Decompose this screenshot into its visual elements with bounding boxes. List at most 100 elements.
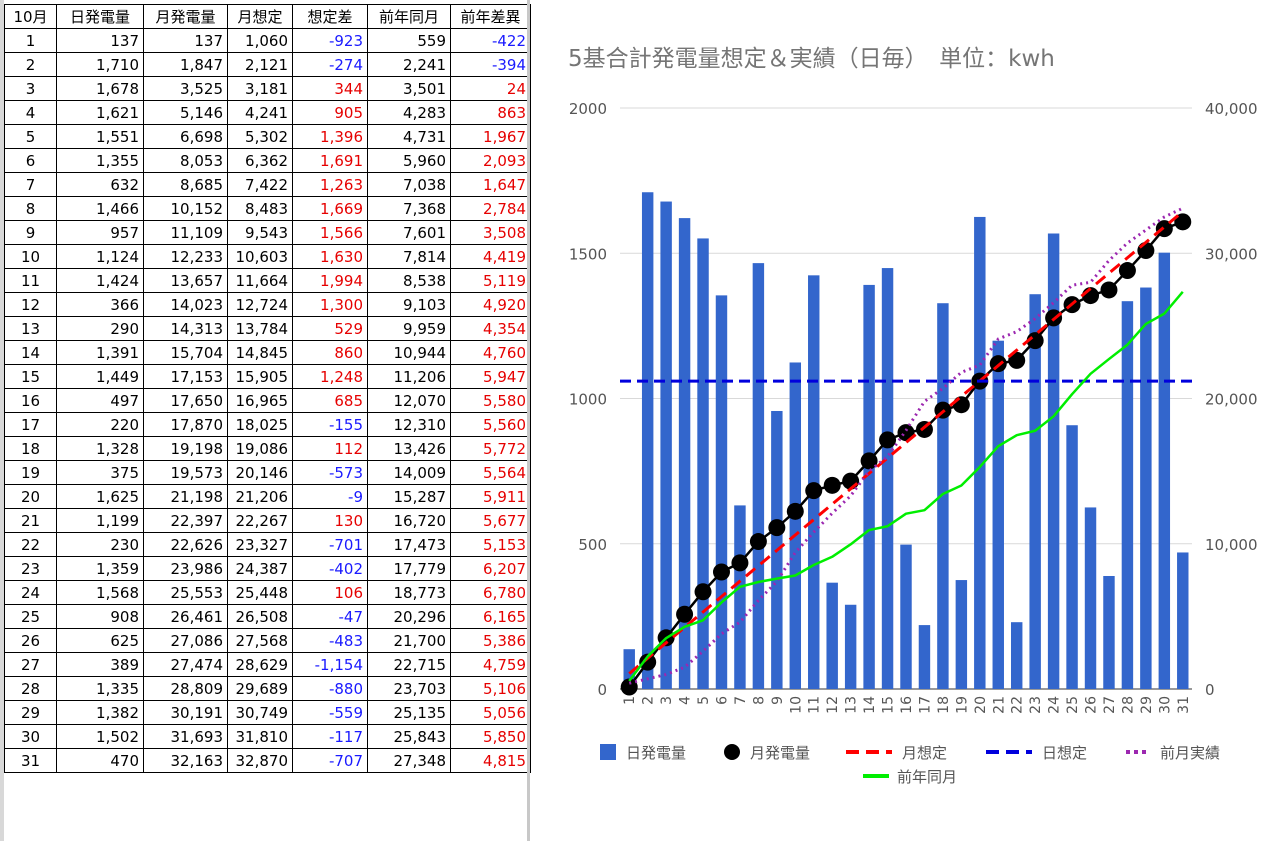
cell-last-year-diff[interactable]: 3,508 <box>450 220 531 245</box>
cell-forecast-diff[interactable]: 130 <box>292 508 368 533</box>
cell-monthly-output[interactable]: 8,053 <box>143 148 228 173</box>
bar-daily-output[interactable] <box>623 649 635 689</box>
cell-monthly-output[interactable]: 15,704 <box>143 340 228 365</box>
cell-last-year-diff[interactable]: 5,850 <box>450 724 531 749</box>
cell-daily-output[interactable]: 1,449 <box>56 364 144 389</box>
cell-monthly-output[interactable]: 5,146 <box>143 100 228 125</box>
cell-day[interactable]: 24 <box>4 580 57 605</box>
cell-last-year-diff[interactable]: 863 <box>450 100 531 125</box>
cell-day[interactable]: 7 <box>4 172 57 197</box>
cell-monthly-output[interactable]: 23,986 <box>143 556 228 581</box>
cell-day[interactable]: 21 <box>4 508 57 533</box>
cell-monthly-output[interactable]: 17,650 <box>143 388 228 413</box>
cell-monthly-output[interactable]: 22,626 <box>143 532 228 557</box>
cell-forecast-diff[interactable]: 1,994 <box>292 268 368 293</box>
cell-last-year-diff[interactable]: 5,153 <box>450 532 531 557</box>
cell-last-year[interactable]: 7,038 <box>367 172 451 197</box>
cell-monthly-forecast[interactable]: 25,448 <box>227 580 293 605</box>
cell-day[interactable]: 10 <box>4 244 57 269</box>
cell-day[interactable]: 19 <box>4 460 57 485</box>
cell-last-year-diff[interactable]: 5,772 <box>450 436 531 461</box>
cell-last-year[interactable]: 4,731 <box>367 124 451 149</box>
marker-monthly-output[interactable] <box>1008 351 1026 369</box>
cell-last-year[interactable]: 4,283 <box>367 100 451 125</box>
cell-monthly-forecast[interactable]: 12,724 <box>227 292 293 317</box>
cell-last-year-diff[interactable]: 5,677 <box>450 508 531 533</box>
cell-forecast-diff[interactable]: 1,566 <box>292 220 368 245</box>
cell-monthly-output[interactable]: 22,397 <box>143 508 228 533</box>
cell-last-year[interactable]: 25,135 <box>367 700 451 725</box>
cell-daily-output[interactable]: 1,359 <box>56 556 144 581</box>
cell-monthly-output[interactable]: 25,553 <box>143 580 228 605</box>
bar-daily-output[interactable] <box>1177 552 1189 689</box>
cell-day[interactable]: 6 <box>4 148 57 173</box>
cell-forecast-diff[interactable]: 685 <box>292 388 368 413</box>
cell-last-year-diff[interactable]: 6,780 <box>450 580 531 605</box>
cell-daily-output[interactable]: 1,502 <box>56 724 144 749</box>
cell-forecast-diff[interactable]: -573 <box>292 460 368 485</box>
cell-forecast-diff[interactable]: -707 <box>292 748 368 773</box>
cell-forecast-diff[interactable]: 1,630 <box>292 244 368 269</box>
cell-monthly-forecast[interactable]: 8,483 <box>227 196 293 221</box>
legend-item[interactable]: 日発電量 <box>600 744 686 762</box>
cell-last-year[interactable]: 27,348 <box>367 748 451 773</box>
cell-monthly-output[interactable]: 28,809 <box>143 676 228 701</box>
cell-daily-output[interactable]: 1,355 <box>56 148 144 173</box>
cell-daily-output[interactable]: 375 <box>56 460 144 485</box>
cell-daily-output[interactable]: 1,568 <box>56 580 144 605</box>
cell-day[interactable]: 22 <box>4 532 57 557</box>
cell-monthly-forecast[interactable]: 27,568 <box>227 628 293 653</box>
cell-last-year[interactable]: 16,720 <box>367 508 451 533</box>
bar-daily-output[interactable] <box>1140 287 1152 689</box>
cell-forecast-diff[interactable]: -559 <box>292 700 368 725</box>
cell-daily-output[interactable]: 1,621 <box>56 100 144 125</box>
cell-monthly-forecast[interactable]: 18,025 <box>227 412 293 437</box>
line-monthly-forecast[interactable] <box>628 210 1184 675</box>
cell-monthly-output[interactable]: 14,023 <box>143 292 228 317</box>
cell-daily-output[interactable]: 497 <box>56 388 144 413</box>
header-cell-last-year-diff[interactable]: 前年差異 <box>450 4 531 29</box>
cell-last-year[interactable]: 12,070 <box>367 388 451 413</box>
cell-last-year-diff[interactable]: 5,560 <box>450 412 531 437</box>
cell-forecast-diff[interactable]: 1,248 <box>292 364 368 389</box>
cell-monthly-output[interactable]: 27,086 <box>143 628 228 653</box>
cell-day[interactable]: 20 <box>4 484 57 509</box>
marker-monthly-output[interactable] <box>952 396 970 414</box>
cell-monthly-forecast[interactable]: 22,267 <box>227 508 293 533</box>
bar-daily-output[interactable] <box>1010 622 1023 689</box>
cell-monthly-forecast[interactable]: 23,327 <box>227 532 293 557</box>
marker-monthly-output[interactable] <box>823 476 841 494</box>
cell-last-year-diff[interactable]: 4,760 <box>450 340 531 365</box>
cell-daily-output[interactable]: 1,335 <box>56 676 144 701</box>
cell-last-year-diff[interactable]: 5,580 <box>450 388 531 413</box>
cell-forecast-diff[interactable]: 905 <box>292 100 368 125</box>
cell-daily-output[interactable]: 1,710 <box>56 52 144 77</box>
header-cell-monthly-output[interactable]: 月発電量 <box>143 4 228 29</box>
cell-monthly-output[interactable]: 13,657 <box>143 268 228 293</box>
cell-last-year-diff[interactable]: 4,759 <box>450 652 531 677</box>
cell-last-year[interactable]: 11,206 <box>367 364 451 389</box>
header-cell-last-year[interactable]: 前年同月 <box>367 4 451 29</box>
cell-daily-output[interactable]: 470 <box>56 748 144 773</box>
cell-last-year[interactable]: 9,959 <box>367 316 451 341</box>
bar-daily-output[interactable] <box>1103 575 1115 689</box>
cell-forecast-diff[interactable]: -155 <box>292 412 368 437</box>
cell-monthly-forecast[interactable]: 6,362 <box>227 148 293 173</box>
cell-monthly-output[interactable]: 6,698 <box>143 124 228 149</box>
cell-forecast-diff[interactable]: -880 <box>292 676 368 701</box>
marker-monthly-output[interactable] <box>897 424 915 442</box>
marker-monthly-output[interactable] <box>860 452 878 470</box>
cell-day[interactable]: 30 <box>4 724 57 749</box>
cell-day[interactable]: 28 <box>4 676 57 701</box>
cell-daily-output[interactable]: 1,382 <box>56 700 144 725</box>
marker-monthly-output[interactable] <box>768 519 786 537</box>
cell-day[interactable]: 26 <box>4 628 57 653</box>
marker-monthly-output[interactable] <box>1118 262 1136 280</box>
cell-monthly-output[interactable]: 1,847 <box>143 52 228 77</box>
cell-last-year[interactable]: 7,601 <box>367 220 451 245</box>
cell-monthly-output[interactable]: 27,474 <box>143 652 228 677</box>
cell-monthly-forecast[interactable]: 16,965 <box>227 388 293 413</box>
legend-item[interactable]: 月発電量 <box>724 744 810 762</box>
bar-daily-output[interactable] <box>1029 294 1041 689</box>
cell-last-year-diff[interactable]: 1,967 <box>450 124 531 149</box>
